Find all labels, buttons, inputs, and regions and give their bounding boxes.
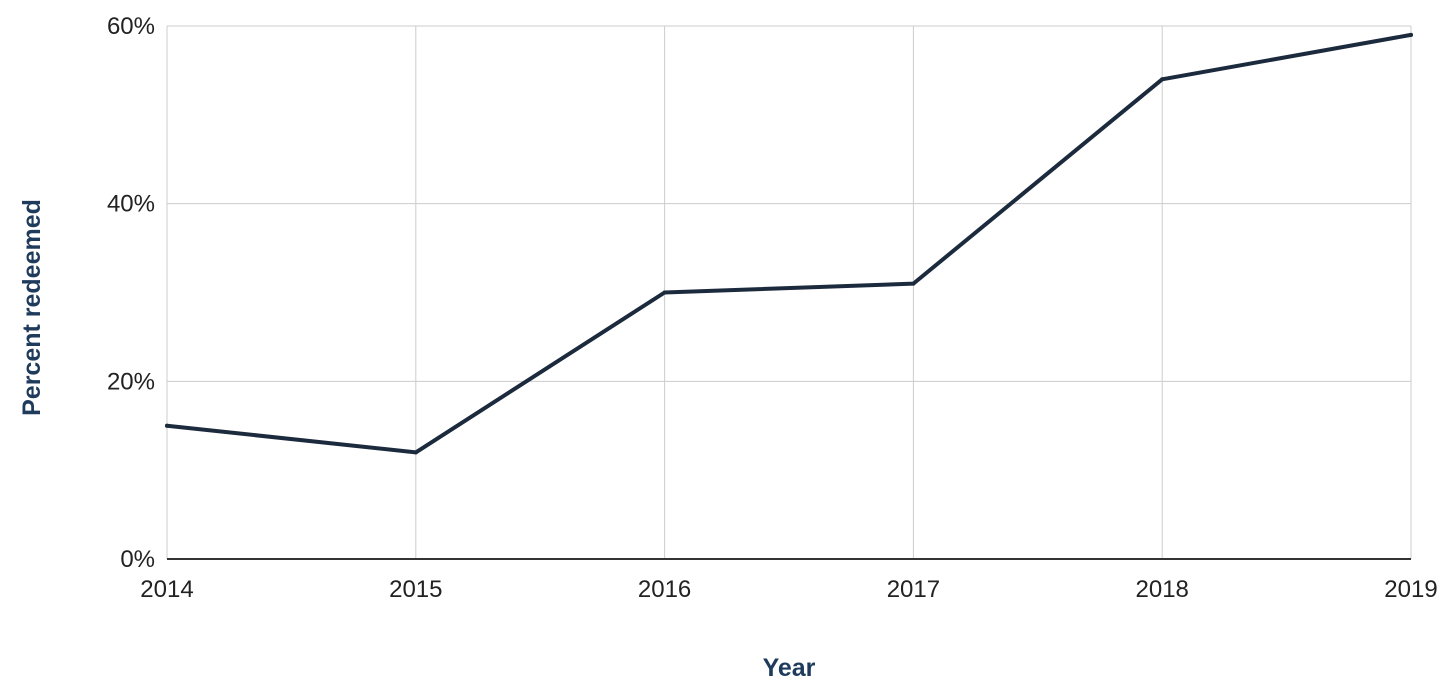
x-tick-label: 2015: [389, 576, 442, 603]
y-tick-label: 60%: [107, 13, 155, 40]
series-line: [165, 32, 1413, 455]
data-point: [911, 281, 916, 286]
y-tick-label: 20%: [107, 368, 155, 395]
y-axis-title: Percent redeemed: [18, 199, 46, 416]
x-axis-title: Year: [763, 654, 816, 682]
data-point: [662, 290, 667, 295]
data-point: [165, 423, 169, 428]
y-tick-label: 0%: [120, 546, 155, 573]
data-point: [1160, 77, 1165, 82]
x-tick-label: 2016: [638, 576, 691, 603]
tick-labels: 0% 20% 40% 60% 2014 2015 2016 2017 2018 2019: [107, 13, 1438, 603]
x-tick-label: 2018: [1136, 576, 1189, 603]
x-tick-label: 2019: [1384, 576, 1437, 603]
data-point: [1409, 32, 1413, 37]
x-tick-label: 2017: [887, 576, 940, 603]
y-tick-label: 40%: [107, 191, 155, 218]
series-layer: [165, 32, 1413, 455]
data-point: [413, 450, 418, 455]
grid-lines: [166, 25, 1412, 559]
x-tick-label: 2014: [140, 576, 193, 603]
